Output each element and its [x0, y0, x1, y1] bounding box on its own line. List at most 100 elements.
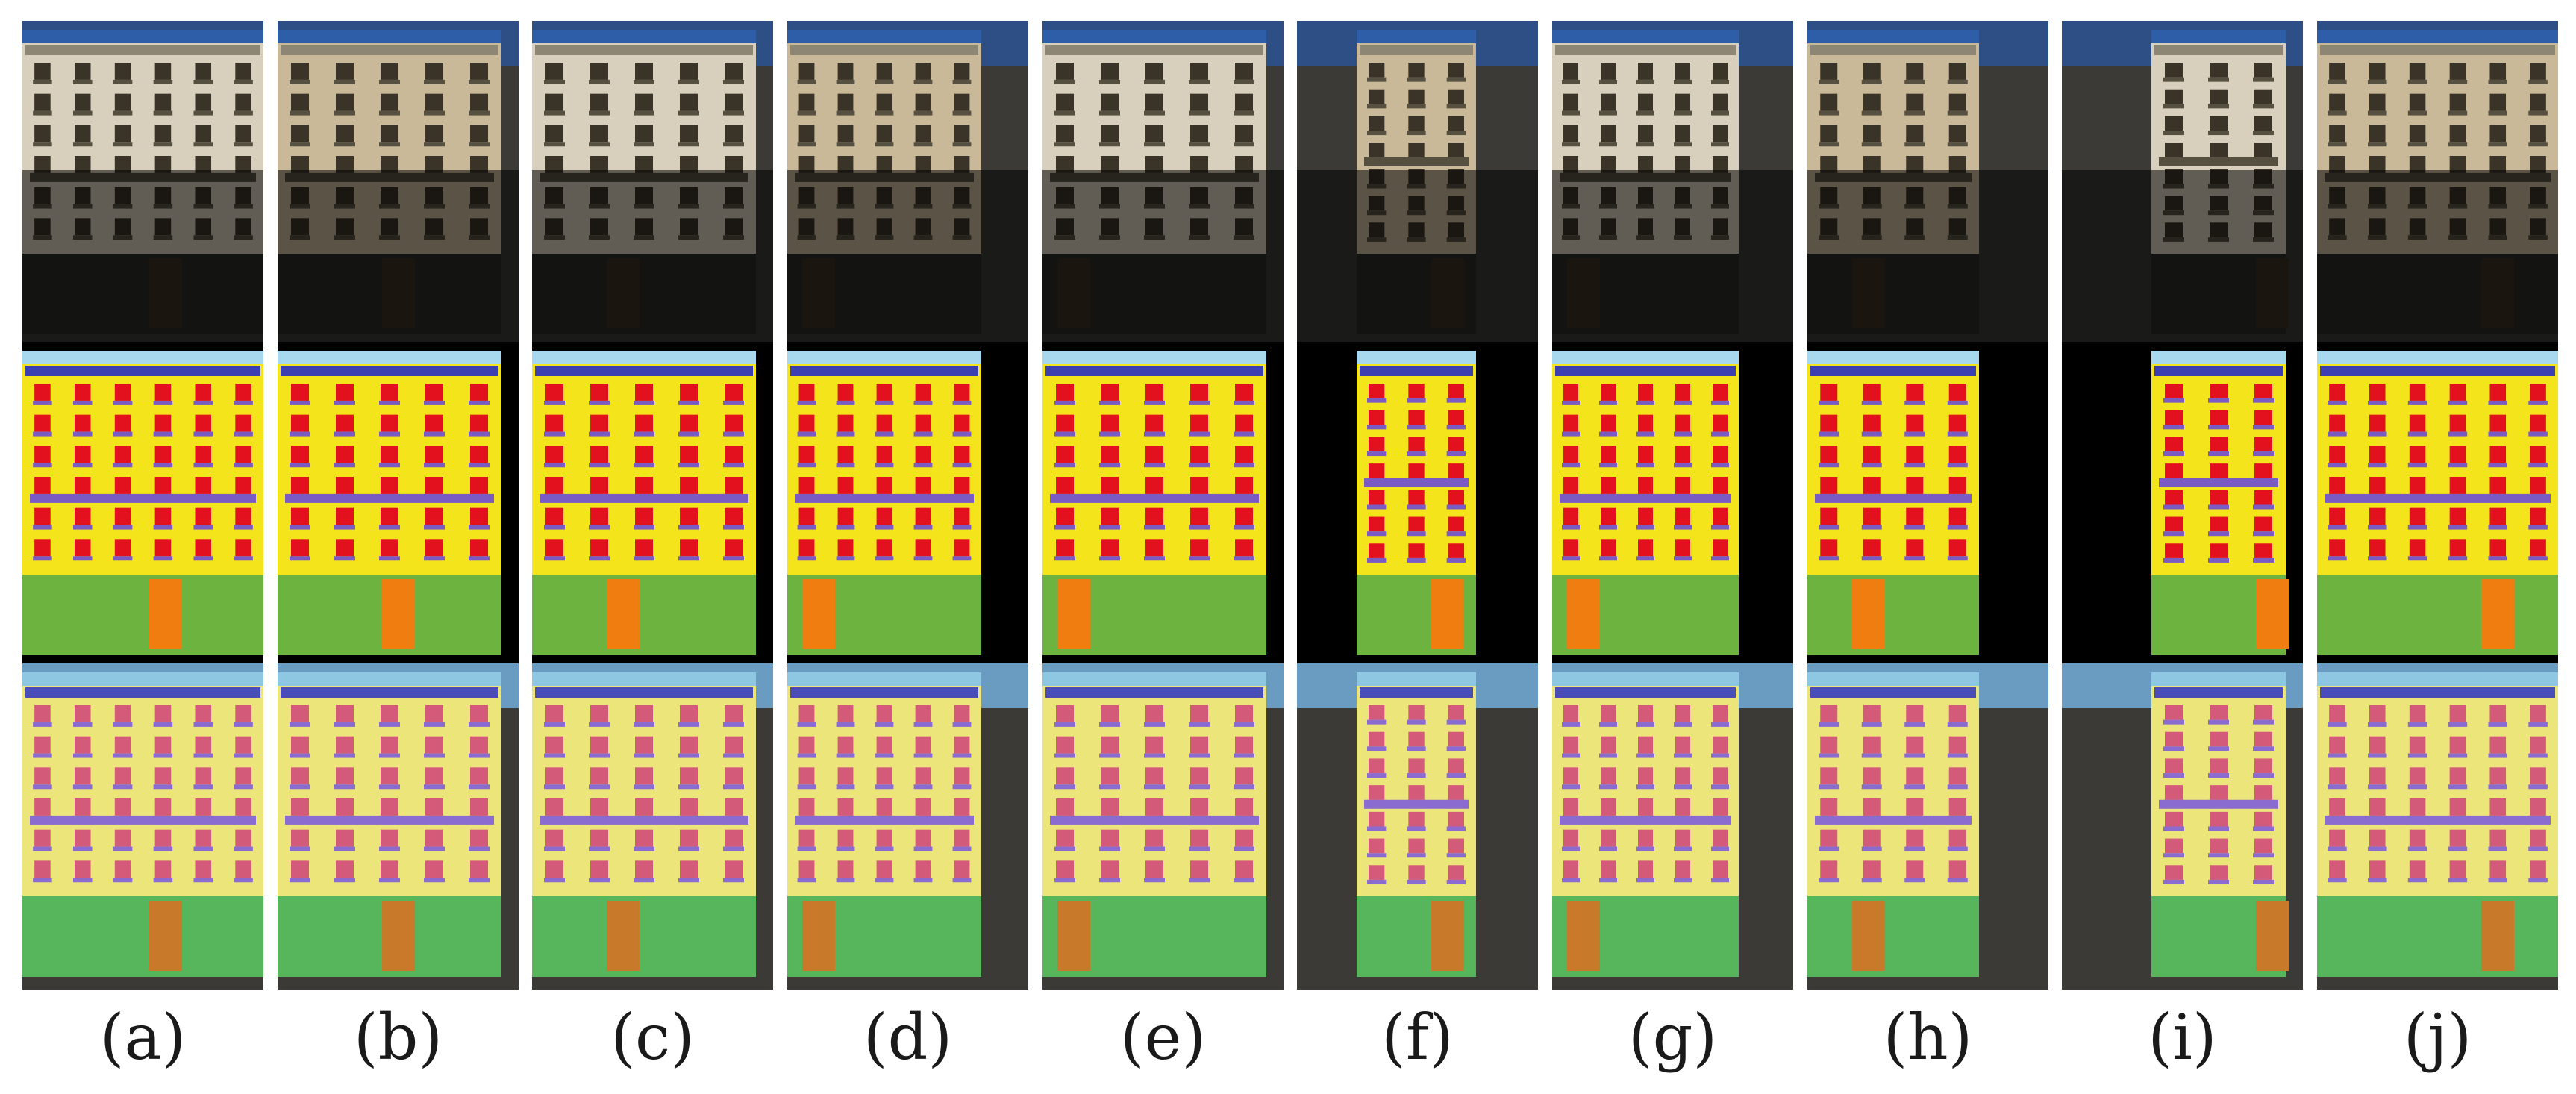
window-sill [913, 815, 933, 820]
window-sill [1367, 451, 1387, 457]
window [114, 477, 131, 494]
window [34, 384, 51, 401]
window [725, 829, 743, 847]
window [381, 446, 398, 463]
window-sill [1367, 879, 1387, 884]
window-sill [1099, 525, 1120, 530]
window [114, 767, 131, 785]
window-sill [1367, 746, 1387, 751]
window [470, 63, 488, 80]
window [590, 63, 608, 80]
window-sill [1562, 556, 1580, 561]
window-sill [379, 753, 400, 758]
window-sill [153, 463, 173, 468]
window-sill [1144, 79, 1165, 84]
roof-band [1810, 45, 1976, 55]
window [1448, 63, 1464, 78]
window [2369, 446, 2386, 463]
window [2165, 785, 2183, 800]
window-sill [72, 431, 93, 437]
window-sill [723, 722, 744, 727]
window [154, 705, 172, 722]
shadow-region [2317, 170, 2558, 347]
window [470, 384, 488, 401]
window [74, 63, 91, 80]
window [1601, 767, 1616, 785]
panel-label: (e) [1119, 1001, 1207, 1074]
window [1408, 463, 1425, 478]
window-sill [290, 753, 310, 758]
window [2369, 93, 2386, 111]
window-sill [1407, 478, 1426, 483]
window-sill [2367, 110, 2387, 116]
window [1448, 838, 1464, 854]
window-sill [634, 431, 654, 437]
window-sill [469, 525, 490, 530]
window-sill [2367, 431, 2387, 437]
window-sill [952, 815, 972, 820]
window-sill [1367, 425, 1387, 430]
door [607, 579, 640, 649]
window [470, 736, 488, 754]
window-sill [2528, 722, 2548, 727]
window [2530, 539, 2546, 557]
window [837, 860, 854, 878]
window-sill [2407, 878, 2427, 883]
window-sill [634, 556, 654, 561]
window [545, 767, 563, 785]
window-sill [1234, 463, 1254, 468]
panel-label: (a) [99, 1001, 187, 1074]
window [2449, 860, 2466, 878]
building [1552, 21, 1793, 347]
building [2062, 21, 2303, 347]
window-sill [2208, 478, 2229, 483]
window [1675, 384, 1690, 401]
window-sill [1861, 878, 1882, 883]
window-sill [1446, 131, 1466, 136]
window [635, 414, 653, 432]
window [2530, 705, 2546, 722]
window-sill [836, 525, 855, 530]
panel-image [532, 342, 773, 668]
window-sill [193, 722, 213, 727]
window [2210, 143, 2228, 157]
window-sill [836, 784, 855, 790]
building [787, 342, 1028, 668]
window-sill [2328, 110, 2347, 116]
window-sill [2528, 493, 2548, 498]
window-sill [1234, 142, 1254, 147]
window [2369, 767, 2386, 785]
window-sill [723, 815, 744, 820]
window [2489, 446, 2507, 463]
window-sill [1054, 142, 1075, 147]
window [381, 477, 398, 494]
segmentation-overlay [1552, 663, 1793, 990]
window [1190, 93, 1208, 111]
window [425, 125, 443, 143]
window-sill [234, 753, 253, 758]
sky-region [1042, 30, 1266, 43]
window [1056, 125, 1074, 143]
window-sill [634, 142, 654, 147]
window [1056, 384, 1074, 401]
window-sill [2488, 525, 2508, 530]
window [114, 414, 131, 432]
window-sill [2208, 104, 2229, 109]
window [837, 156, 854, 173]
window [425, 384, 443, 401]
window-sill [1599, 878, 1617, 883]
window [2210, 865, 2228, 880]
window [1235, 829, 1253, 847]
window-sill [1947, 722, 1968, 727]
window [876, 767, 892, 785]
window-sill [634, 846, 654, 851]
window-sill [1674, 878, 1692, 883]
window [2254, 838, 2272, 854]
window-sill [723, 463, 744, 468]
panel-label: (i) [2148, 1001, 2217, 1074]
window [1369, 463, 1385, 478]
window [2165, 437, 2183, 452]
window [798, 477, 815, 494]
window [114, 829, 131, 847]
window-sill [1599, 400, 1617, 405]
